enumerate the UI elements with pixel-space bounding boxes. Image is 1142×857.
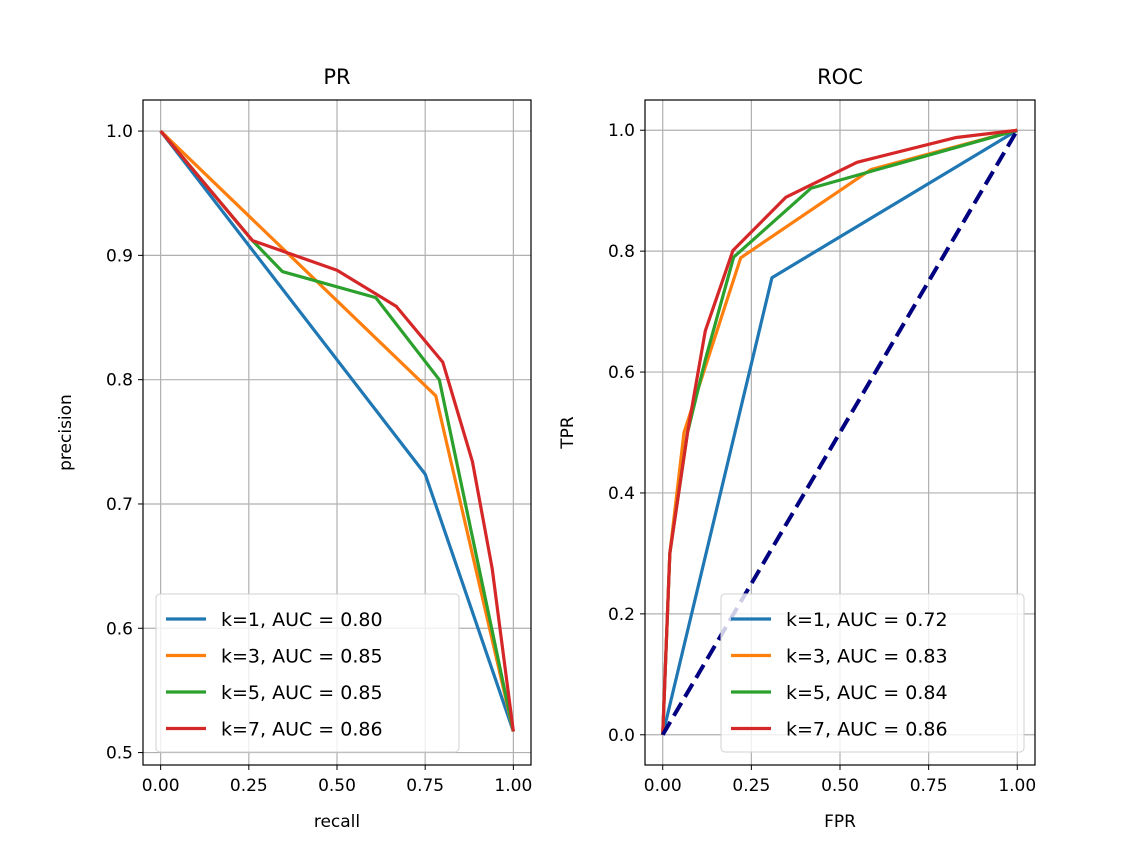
y-tick-label: 0.6: [608, 363, 635, 383]
x-axis-label: recall: [314, 812, 360, 832]
x-tick-label: 0.25: [732, 776, 770, 796]
legend-entry: k=3, AUC = 0.85: [221, 646, 383, 668]
y-axis-label: precision: [56, 394, 76, 471]
series-line-k7: [661, 128, 1018, 735]
legend-entry: k=5, AUC = 0.84: [786, 682, 948, 704]
x-tick-label: 0.00: [644, 776, 682, 796]
y-axis-label: TPR: [558, 416, 578, 450]
pr-chart: 0.00 0.25 0.50 0.75 1.00 0.5 0.6 0.7 0.8 0.9 1.0 PR…: [56, 65, 532, 832]
y-tick-label: 1.0: [608, 121, 635, 141]
y-tick-label: 0.7: [106, 495, 133, 515]
y-tick-label: 0.0: [608, 726, 635, 746]
legend-entry: k=3, AUC = 0.83: [786, 646, 948, 668]
series-line-k1: [661, 128, 1019, 736]
x-tick-label: 0.50: [821, 776, 859, 796]
chart-title: ROC: [817, 65, 863, 89]
legend: k=1, AUC = 0.72 k=3, AUC = 0.83 k=5, AUC =…: [720, 593, 1025, 753]
legend-box: [155, 593, 460, 753]
y-tick-label: 0.6: [106, 619, 133, 639]
y-tick-label: 1.0: [106, 122, 133, 142]
x-tick-label: 1.00: [998, 776, 1036, 796]
axes-frame: [644, 99, 1036, 766]
chart-title: PR: [323, 65, 350, 89]
series-line-k7: [159, 130, 515, 732]
x-tick-label: 0.50: [318, 776, 356, 796]
legend-entry: k=7, AUC = 0.86: [221, 719, 383, 741]
x-tick-label: 0.00: [142, 776, 180, 796]
roc-chart: 0.00 0.25 0.50 0.75 1.00 0.0 0.2 0.4 0.6 0.8 1.0 RO…: [558, 65, 1036, 832]
series-line-k3: [159, 129, 515, 732]
legend-entry: k=1, AUC = 0.80: [221, 609, 383, 631]
x-tick-label: 1.00: [494, 776, 532, 796]
legend: k=1, AUC = 0.80 k=3, AUC = 0.85 k=5, AUC =…: [155, 593, 460, 753]
legend-entry: k=1, AUC = 0.72: [786, 609, 948, 631]
series-line-k1: [159, 130, 515, 732]
x-tick-label: 0.75: [406, 776, 444, 796]
legend-entry: k=7, AUC = 0.86: [786, 719, 948, 741]
axes-frame: [142, 99, 532, 766]
x-tick-label: 0.75: [910, 776, 948, 796]
x-axis-label: FPR: [824, 812, 856, 832]
legend-entry: k=5, AUC = 0.85: [221, 682, 383, 704]
y-tick-label: 0.2: [608, 605, 635, 625]
legend-box: [720, 593, 1025, 753]
y-tick-label: 0.9: [106, 246, 133, 266]
y-tick-label: 0.8: [106, 371, 133, 391]
y-tick-label: 0.4: [608, 484, 635, 504]
y-tick-label: 0.8: [608, 242, 635, 262]
y-tick-label: 0.5: [106, 744, 133, 764]
x-tick-label: 0.25: [230, 776, 268, 796]
